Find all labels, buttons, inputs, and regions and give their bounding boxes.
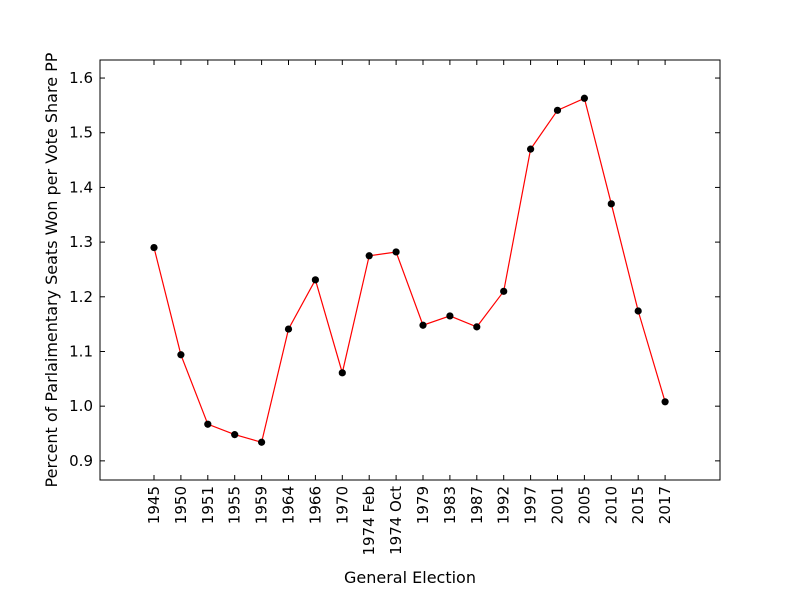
- x-tick-label: 2001: [549, 486, 567, 524]
- data-point: [527, 145, 535, 153]
- x-tick-label: 1950: [172, 486, 190, 524]
- y-tick-label: 1.2: [69, 288, 93, 306]
- y-tick-label: 1.3: [69, 233, 93, 251]
- y-tick-label: 1.5: [69, 124, 93, 142]
- data-point: [446, 312, 454, 320]
- x-tick-label: 2017: [656, 486, 674, 524]
- data-point: [204, 420, 212, 428]
- data-point: [634, 307, 642, 315]
- series-line: [153, 97, 666, 444]
- x-tick-label: 1979: [414, 486, 432, 524]
- x-tick-label: 2010: [602, 486, 620, 524]
- x-tick-label: 1987: [468, 486, 486, 524]
- x-tick-label: 1966: [306, 486, 324, 524]
- y-tick-label: 1.0: [69, 397, 93, 415]
- data-point: [473, 323, 481, 331]
- x-axis-label: General Election: [344, 568, 476, 587]
- y-axis-ticks: 0.9 1.0 1.1 1.2 1.3 1.4 1.5 1.6: [69, 69, 720, 470]
- x-tick-label: 2015: [629, 486, 647, 524]
- x-axis-ticks: 1945 1950 1951 1955 1959 1964 1966 1970 1974 Feb…: [145, 60, 674, 556]
- x-tick-label: 1955: [226, 486, 244, 524]
- data-point: [258, 438, 266, 446]
- data-point: [231, 431, 239, 439]
- data-point: [607, 200, 615, 208]
- data-point: [500, 287, 508, 295]
- data-point: [365, 252, 373, 260]
- x-tick-label: 1970: [333, 486, 351, 524]
- x-tick-label: 1951: [199, 486, 217, 524]
- x-tick-label: 1945: [145, 486, 163, 524]
- data-point: [419, 321, 427, 329]
- data-point: [311, 276, 319, 284]
- data-point: [661, 398, 669, 406]
- x-tick-label: 1959: [253, 486, 271, 524]
- data-point: [150, 243, 158, 252]
- data-point: [553, 106, 562, 114]
- y-tick-label: 1.4: [69, 178, 93, 196]
- x-tick-label: 1974 Feb: [360, 486, 378, 556]
- x-tick-label: 2005: [575, 486, 593, 524]
- x-tick-label: 1974 Oct: [387, 486, 405, 555]
- y-axis-label: Percent of Parlaimentary Seats Won per V…: [42, 52, 61, 487]
- data-point: [284, 325, 293, 333]
- data-point: [338, 369, 346, 377]
- data-point: [580, 94, 589, 102]
- x-tick-label: 1983: [441, 486, 459, 524]
- x-tick-label: 1964: [280, 486, 298, 524]
- data-point: [177, 351, 185, 359]
- plot-frame: [99, 59, 721, 481]
- series: [150, 94, 669, 446]
- y-tick-label: 1.6: [69, 69, 93, 87]
- data-point: [392, 248, 400, 256]
- y-tick-label: 0.9: [69, 452, 93, 470]
- x-tick-label: 1992: [495, 486, 513, 524]
- y-tick-label: 1.1: [69, 342, 93, 360]
- x-tick-label: 1997: [522, 486, 540, 524]
